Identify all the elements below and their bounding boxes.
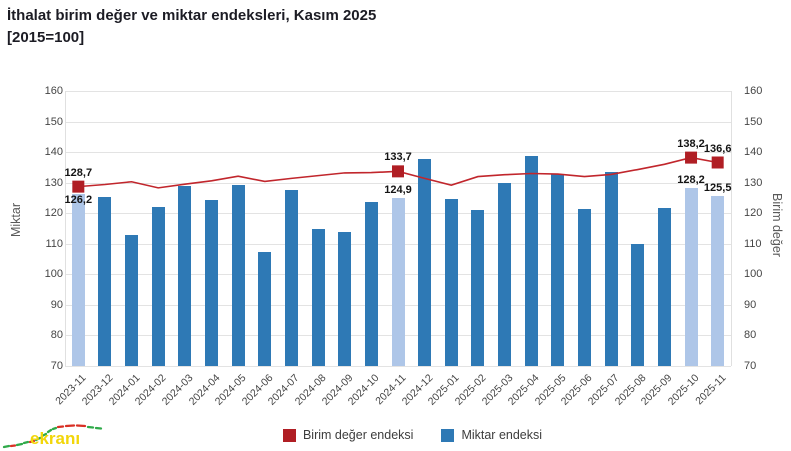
y-axis-tick-right: 150 (744, 115, 763, 128)
bar-2025-08 (631, 244, 645, 366)
bar-2024-08 (311, 228, 325, 366)
bar-2025-02 (471, 210, 485, 366)
bar-2025-11 (711, 196, 725, 366)
y-axis-tick-right: 140 (744, 146, 763, 159)
y-axis-tick-left: 80 (50, 329, 63, 342)
bar-2024-03 (178, 186, 192, 366)
bar-2025-04 (524, 156, 538, 366)
y-axis-tick-left: 120 (44, 207, 63, 220)
line-data-label: 138,2 (677, 137, 705, 150)
y-axis-tick-right: 80 (744, 329, 757, 342)
bar-data-label: 128,2 (677, 174, 705, 187)
y-axis-tick-right: 100 (744, 268, 763, 281)
bar-2024-06 (258, 251, 272, 366)
gridline (65, 366, 731, 367)
bar-2025-09 (657, 208, 671, 366)
line-data-label: 136,6 (703, 142, 732, 155)
gridline (65, 91, 731, 92)
bar-2024-01 (125, 234, 139, 366)
bar-2024-04 (205, 200, 219, 366)
bar-2025-07 (604, 172, 618, 366)
bar-2024-02 (151, 207, 165, 366)
y-axis-tick-left: 90 (50, 298, 63, 311)
plot-border (65, 91, 66, 366)
bar-2024-11 (391, 198, 405, 366)
watermark-sparkline-green-icon (2, 425, 103, 449)
y-axis-title-right: Birim değer (770, 193, 784, 257)
bar-2024-10 (364, 201, 378, 366)
y-axis-tick-right: 90 (744, 298, 757, 311)
bar-2024-05 (231, 185, 245, 366)
legend-label-unit-value: Birim değer endeksi (302, 428, 414, 442)
legend-item-quantity-index: Miktar endeksi (441, 428, 542, 442)
y-axis-tick-right: 160 (744, 85, 763, 97)
y-axis-tick-left: 160 (44, 85, 63, 97)
chart-title: İthalat birim değer ve miktar endeksleri… (7, 5, 376, 49)
bar-2025-05 (551, 174, 565, 366)
y-axis-tick-left: 70 (50, 360, 63, 372)
watermark-text: ekranı (30, 429, 80, 448)
bar-2025-03 (498, 183, 512, 366)
y-axis-tick-right: 120 (744, 207, 763, 220)
y-axis-tick-left: 110 (45, 237, 63, 250)
y-axis-tick-right: 110 (744, 237, 762, 250)
chart-title-line2: [2015=100] (7, 29, 85, 46)
bar-2024-07 (284, 190, 298, 366)
y-axis-tick-right: 70 (744, 360, 757, 372)
bar-2023-11 (71, 194, 85, 366)
bar-data-label: 124,9 (384, 184, 412, 197)
y-axis-tick-left: 100 (44, 268, 63, 281)
watermark-sparkline-red-icon (9, 424, 87, 448)
bar-data-label: 126,2 (64, 193, 93, 206)
bar-2025-10 (684, 188, 698, 366)
legend-swatch-quantity-icon (441, 428, 455, 442)
y-axis-tick-left: 130 (44, 176, 63, 189)
y-axis-tick-left: 140 (44, 146, 63, 159)
legend-swatch-unit-value-icon (282, 428, 296, 442)
bar-2025-06 (577, 208, 591, 366)
gridline (65, 121, 731, 123)
bar-data-label: 125,5 (703, 182, 732, 195)
legend-item-unit-value-index: Birim değer endeksi (282, 428, 414, 442)
watermark-logo: ekranı (2, 424, 103, 449)
bar-2023-12 (98, 196, 112, 366)
y-axis-tick-left: 150 (44, 115, 63, 128)
y-axis-tick-right: 130 (744, 176, 763, 189)
chart-title-line1: İthalat birim değer ve miktar endeksleri… (7, 7, 377, 24)
line-data-label: 133,7 (384, 151, 412, 164)
y-axis-title-left: Miktar (9, 202, 23, 238)
bar-2024-12 (418, 159, 432, 366)
legend-label-quantity: Miktar endeksi (461, 428, 543, 442)
chart-legend: Birim değer endeksi Miktar endeksi (0, 428, 791, 442)
line-data-label: 128,7 (64, 166, 93, 179)
gridline (65, 152, 731, 154)
bar-2024-09 (338, 232, 352, 366)
plot-border (731, 91, 732, 366)
bar-2025-01 (444, 198, 458, 366)
